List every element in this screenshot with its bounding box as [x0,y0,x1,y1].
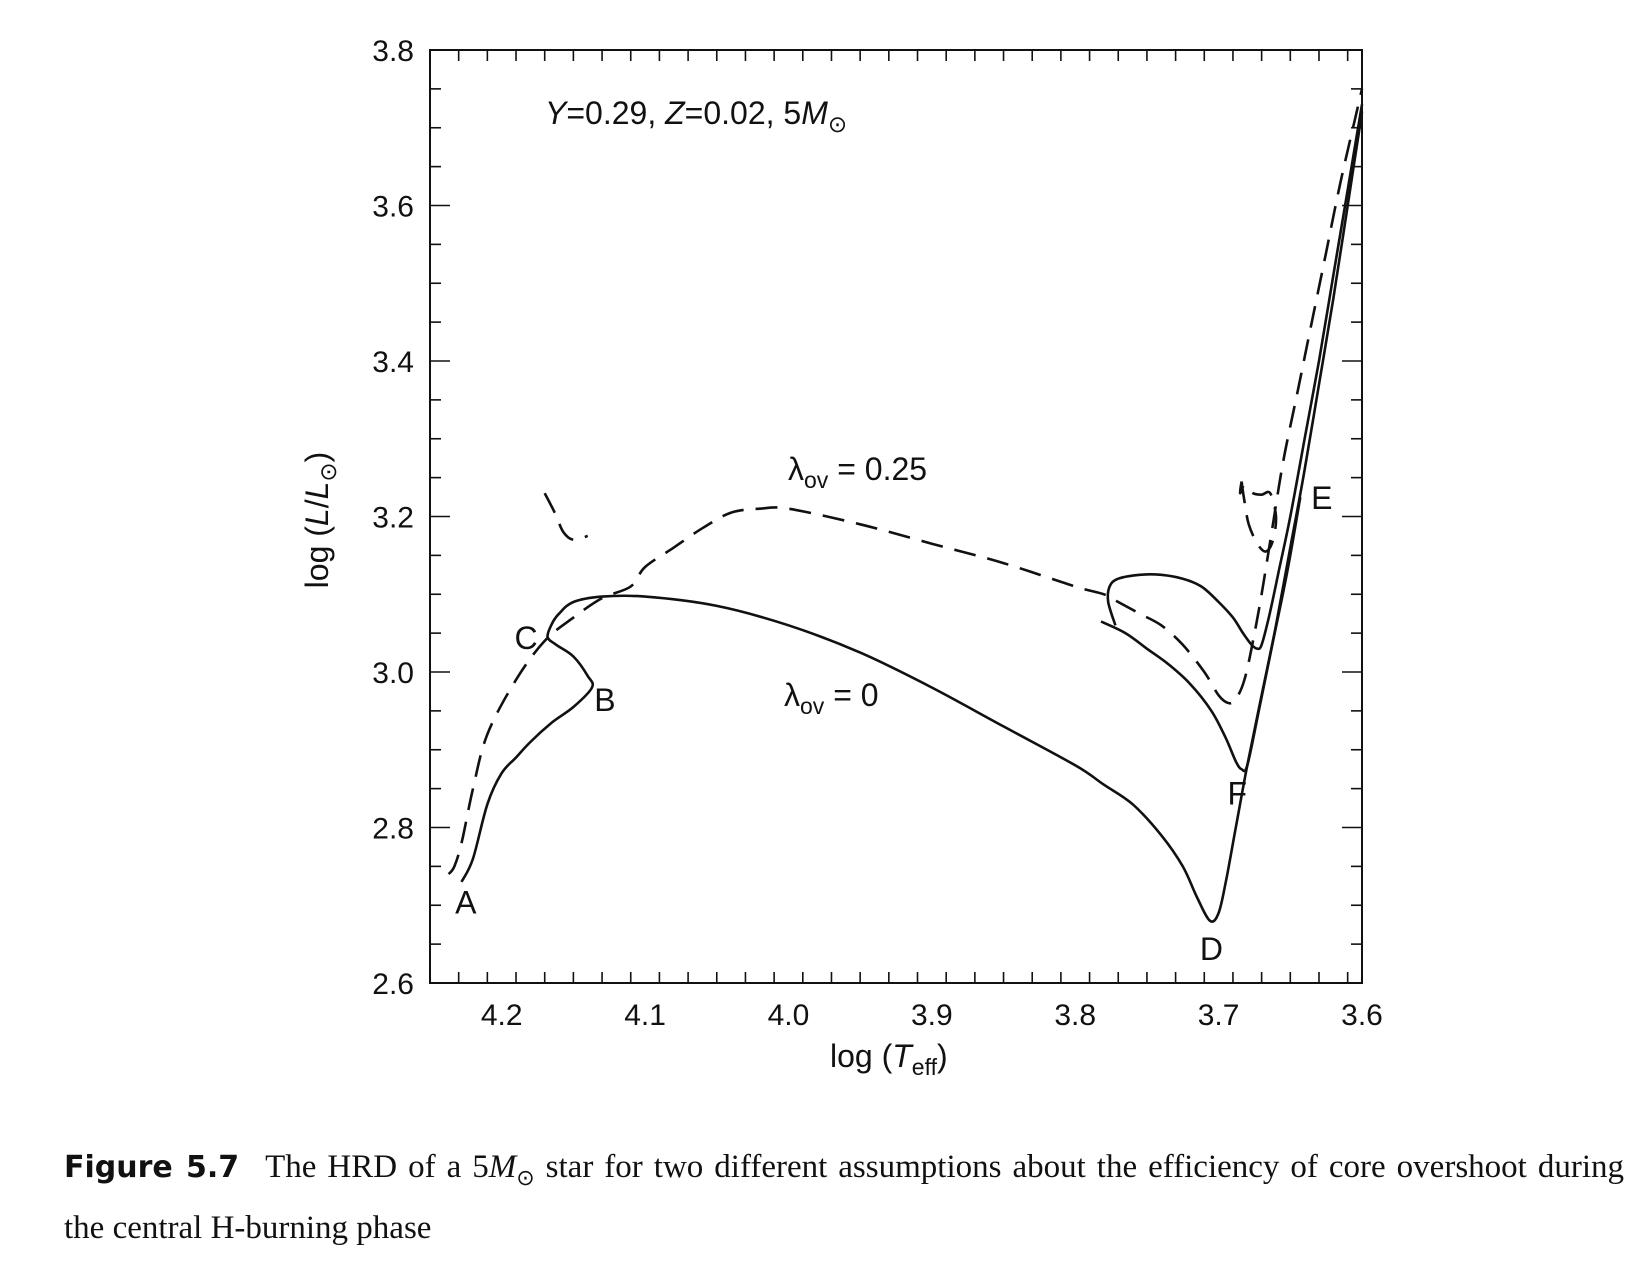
y-tick-label: 3.8 [372,35,414,68]
x-tick-label: 3.7 [1198,999,1240,1032]
point-label-F: F [1227,776,1247,812]
hrd-chart: 4.2 4.1 4.0 3.9 3.8 3.7 3.6 2.6 2.8 3.0 3.2 3.4 3.6 3… [299,35,1383,1080]
series-line-dashed-3 [447,88,1364,875]
caption-figure-label: Figure 5.7 [64,1150,240,1185]
series-line-solid-1 [1100,496,1302,773]
x-tick-label: 3.6 [1341,999,1383,1032]
parameter-annotation: Y=0.29, Z=0.02, 5M⊙ [545,95,847,137]
plot-axes: 4.2 4.1 4.0 3.9 3.8 3.7 3.6 2.6 2.8 3.0 3.2 3.4 3.6 3… [372,35,1383,1032]
series-label-no-overshoot: λov = 0 [784,677,879,719]
series-label-overshoot: λov = 0.25 [788,451,927,493]
x-tick-label: 3.8 [1054,999,1096,1032]
y-tick-label: 3.0 [372,657,414,690]
series-line-dashed-4 [543,492,589,542]
y-axis-label: log (L/L⊙) [299,452,341,589]
point-label-C: C [515,620,538,656]
param-y-value: =0.29, [566,95,665,131]
figure-caption: Figure 5.7 The HRD of a 5M⊙ star for two … [64,1142,1624,1253]
point-label-A: A [455,884,477,920]
y-tick-label: 3.2 [372,502,414,535]
curves [447,88,1364,923]
y-tick-label: 3.4 [372,346,414,379]
caption-sun-symbol: ⊙ [516,1165,535,1190]
point-label-D: D [1200,931,1223,967]
x-tick-label: 4.1 [624,999,666,1032]
point-label-E: E [1311,480,1332,516]
y-tick-label: 3.6 [372,191,414,224]
param-z-value: =0.02, 5 [685,95,802,131]
plot-frame [429,49,1363,984]
series-line-dashed-5 [1238,481,1278,553]
x-tick-label: 3.9 [911,999,953,1032]
caption-mass-symbol: M [488,1149,517,1185]
point-labels: A B C D E F [455,480,1332,967]
x-axis-label: log (Teff) [830,1038,948,1080]
x-tick-label: 4.0 [768,999,810,1032]
y-tick-label: 2.8 [372,813,414,846]
caption-text-after: star for two different assumptions about… [64,1149,1624,1246]
series-line-solid-2 [1106,104,1364,651]
y-tick-label: 2.6 [372,968,414,1001]
x-tick-label: 4.2 [481,999,523,1032]
caption-text-before: The HRD of a 5 [265,1149,489,1185]
point-label-B: B [594,682,615,718]
